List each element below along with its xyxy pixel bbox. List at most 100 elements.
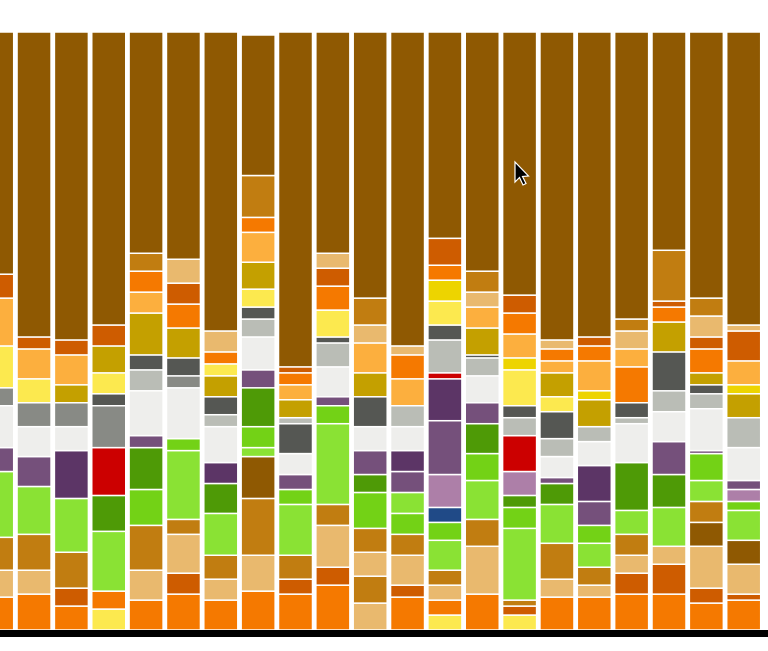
bar-segment (389, 345, 426, 356)
bar-segment (128, 434, 164, 449)
bar-segment (688, 521, 725, 548)
bar-segment (501, 416, 538, 437)
bar-segment (464, 518, 500, 548)
bar-segment (539, 503, 575, 545)
bar-segment (725, 324, 762, 332)
bar-segment (389, 354, 426, 380)
bar-segment (203, 375, 239, 398)
bar-segment (352, 342, 388, 374)
bar-segment (315, 285, 351, 311)
bar-segment (16, 533, 52, 571)
bar-segment (0, 596, 15, 631)
bar-segment (725, 599, 762, 631)
bar-segment (688, 393, 725, 410)
bar-segment (688, 348, 725, 374)
bar-segment (389, 491, 426, 515)
bar-segment (389, 554, 426, 586)
bar-segment (651, 300, 687, 308)
bar-segment (16, 569, 52, 595)
bar-segment (91, 590, 127, 610)
bar-segment (240, 446, 276, 458)
bar-segment (576, 345, 613, 362)
bar-segment (352, 575, 388, 604)
bar-segment (427, 339, 463, 374)
bar-segment (165, 387, 202, 440)
bar-segment (315, 366, 351, 398)
bar-segment (501, 31, 538, 296)
bar-segment (688, 500, 725, 524)
bar-segment (91, 345, 127, 374)
bar-segment (651, 440, 687, 476)
bar-segment (576, 440, 613, 467)
bar-segment (277, 366, 314, 374)
bar-segment (315, 503, 351, 527)
bar-segment (352, 449, 388, 476)
bar-segment (203, 512, 239, 557)
bar-segment (539, 542, 575, 580)
bar-segment (725, 393, 762, 419)
bar-segment (651, 563, 687, 595)
bar-segment (651, 249, 687, 302)
bar-segment (240, 590, 276, 631)
bar-segment (427, 378, 463, 422)
bar-segment (91, 324, 127, 347)
bar-segment (240, 318, 276, 338)
bar-segment (576, 336, 613, 347)
bar-segment (651, 351, 687, 392)
bar-segment (651, 506, 687, 548)
bar-segment (725, 488, 762, 503)
bar-segment (53, 31, 90, 341)
bar-segment (240, 425, 276, 449)
bar-segment (315, 309, 351, 338)
bar-segment (539, 372, 575, 398)
bar-segment (277, 452, 314, 476)
bar-segment (501, 470, 538, 497)
bar-segment (203, 351, 239, 365)
bar-segment (539, 396, 575, 413)
bar-segment (240, 288, 276, 308)
bar-segment (725, 360, 762, 386)
bar-segment (725, 31, 762, 326)
bar-segment (613, 31, 650, 320)
bar-segment (725, 446, 762, 482)
bar-segment (576, 542, 613, 568)
bar-segment (0, 345, 15, 389)
bar-segment (91, 608, 127, 631)
bar-segment (613, 533, 650, 557)
bar-segment (427, 31, 463, 240)
bar-segment (0, 569, 15, 598)
bar-segment (128, 270, 164, 293)
bar-segment (613, 422, 650, 464)
bar-segment (613, 348, 650, 368)
bar-segment (128, 252, 164, 272)
bar-segment (16, 402, 52, 428)
bar-segment (427, 372, 463, 380)
bar-segment (427, 584, 463, 601)
bar-segment (464, 357, 500, 377)
bar-segment (725, 384, 762, 395)
bar-segment (277, 399, 314, 419)
bar-segment (539, 360, 575, 374)
bar-segment (427, 539, 463, 571)
bar-segment (315, 252, 351, 269)
bar-segment (501, 599, 538, 607)
bar-segment (352, 31, 388, 299)
bar-segment (613, 572, 650, 595)
bar-segment (240, 369, 276, 389)
bar-segment (16, 336, 52, 350)
bar-segment (315, 566, 351, 586)
bar-segment (501, 405, 538, 419)
bar-segment (501, 605, 538, 616)
bar-segment (389, 512, 426, 536)
bar-segment (352, 372, 388, 398)
bar-segment (315, 342, 351, 368)
bar-segment (53, 384, 90, 404)
bar-segment (539, 578, 575, 598)
bars (0, 31, 762, 631)
bar-segment (16, 378, 52, 404)
bar-segment (427, 569, 463, 586)
bar-segment (427, 264, 463, 281)
bar-segment (352, 551, 388, 577)
mouse-cursor (514, 160, 530, 186)
